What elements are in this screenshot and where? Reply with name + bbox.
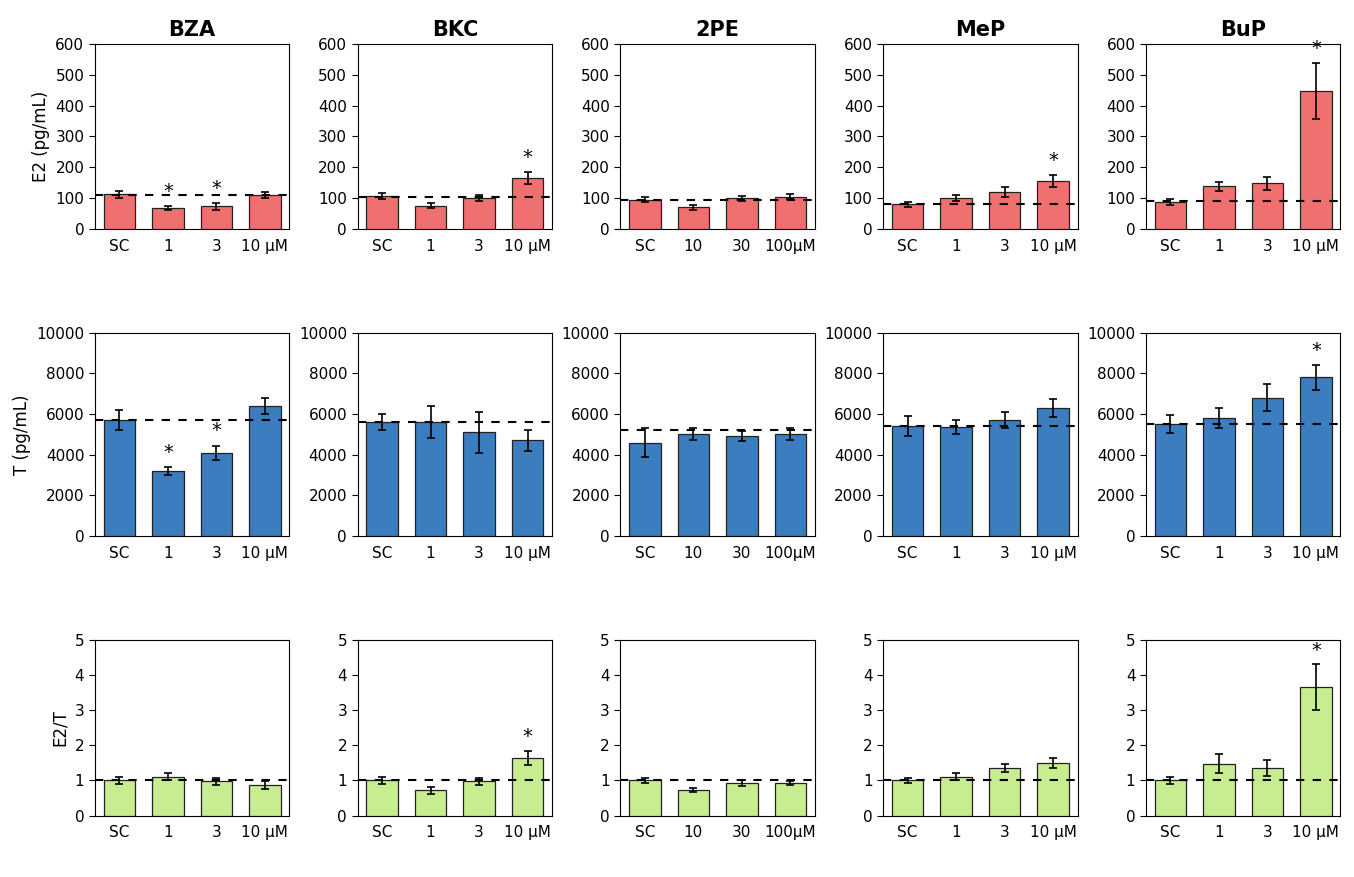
Bar [1204,418,1235,536]
Text: *: * [523,148,532,168]
Bar [414,790,447,816]
Text: *: * [1311,39,1320,59]
Bar [512,758,543,816]
Bar [1204,187,1235,229]
Bar [200,206,232,229]
Bar [1037,763,1068,816]
Bar [463,781,494,816]
Bar [200,453,232,536]
Bar [104,781,135,816]
Bar [1251,397,1284,536]
Y-axis label: E2/T: E2/T [51,709,69,746]
Bar [941,777,972,816]
Bar [414,206,447,229]
Text: *: * [523,727,532,746]
Bar [892,781,923,816]
Bar [249,406,280,536]
Bar [988,192,1021,229]
Bar [1300,90,1331,229]
Bar [988,768,1021,816]
Text: *: * [162,182,173,201]
Bar [726,783,758,816]
Bar [892,204,923,229]
Bar [677,207,709,229]
Bar [677,790,709,816]
Bar [988,420,1021,536]
Bar [1300,688,1331,816]
Bar [1251,183,1284,229]
Bar [630,200,661,229]
Bar [1155,202,1186,229]
Bar [1251,768,1284,816]
Title: BKC: BKC [432,19,478,39]
Bar [414,422,447,536]
Y-axis label: E2 (pg/mL): E2 (pg/mL) [31,91,50,182]
Bar [941,198,972,229]
Bar [1155,781,1186,816]
Bar [152,471,184,536]
Bar [200,781,232,816]
Bar [630,443,661,536]
Bar [774,783,806,816]
Bar [774,434,806,536]
Bar [152,777,184,816]
Bar [367,422,398,536]
Title: 2PE: 2PE [696,19,739,39]
Bar [463,432,494,536]
Text: *: * [1311,341,1320,360]
Text: *: * [211,179,221,198]
Bar [367,196,398,229]
Bar [249,195,280,229]
Text: *: * [1048,152,1057,170]
Bar [104,195,135,229]
Bar [1037,182,1068,229]
Bar [512,440,543,536]
Bar [892,426,923,536]
Bar [512,178,543,229]
Title: MeP: MeP [956,19,1006,39]
Bar [1155,424,1186,536]
Bar [630,781,661,816]
Bar [463,198,494,229]
Bar [1300,377,1331,536]
Bar [1204,764,1235,816]
Bar [367,781,398,816]
Bar [726,437,758,536]
Bar [1037,408,1068,536]
Y-axis label: T (pg/mL): T (pg/mL) [12,394,31,474]
Text: *: * [1311,641,1320,660]
Bar [941,427,972,536]
Bar [249,785,280,816]
Text: *: * [162,443,173,462]
Bar [104,420,135,536]
Bar [677,434,709,536]
Title: BuP: BuP [1220,19,1266,39]
Bar [726,198,758,229]
Bar [774,196,806,229]
Text: *: * [211,422,221,440]
Bar [152,208,184,229]
Title: BZA: BZA [168,19,215,39]
